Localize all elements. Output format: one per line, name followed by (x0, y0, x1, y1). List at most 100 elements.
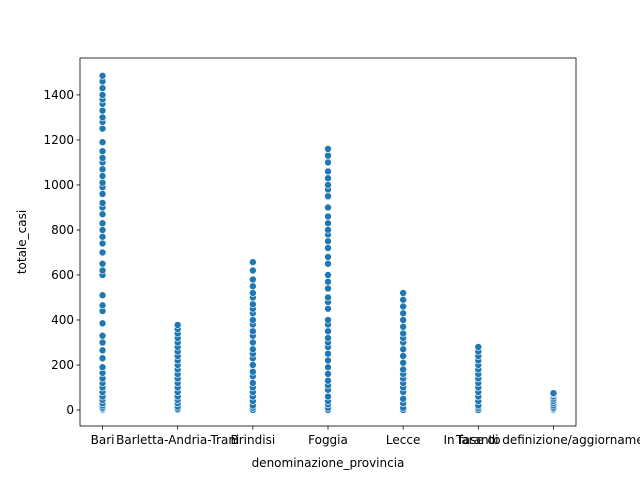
point (98, 178, 107, 187)
point (98, 239, 107, 248)
point (474, 343, 483, 351)
point (324, 203, 332, 212)
point (98, 354, 107, 363)
point (324, 212, 332, 221)
point (399, 358, 407, 367)
point (399, 309, 407, 318)
point (324, 284, 332, 293)
point (324, 334, 332, 342)
point (324, 219, 332, 228)
x-tick-label: Brindisi (231, 433, 276, 447)
point (98, 138, 107, 146)
point (324, 277, 332, 286)
point (98, 319, 107, 328)
point (324, 392, 332, 401)
x-axis-label: denominazione_provincia (252, 456, 405, 470)
point (249, 289, 257, 297)
point (98, 331, 107, 340)
y-axis-label: totale_casi (15, 210, 29, 274)
y-tick-label: 1200 (43, 133, 74, 147)
point (549, 389, 558, 397)
point (399, 302, 407, 311)
point (249, 300, 257, 309)
point (249, 316, 257, 324)
point (249, 258, 257, 266)
point (98, 346, 107, 355)
point (324, 192, 332, 200)
point (98, 199, 107, 207)
point (324, 174, 332, 182)
point (98, 190, 107, 198)
x-tick-label: In fase di definizione/aggiornamento (443, 433, 640, 447)
point (173, 321, 182, 329)
point (98, 147, 107, 155)
y-tick-label: 800 (51, 223, 74, 237)
point (98, 172, 107, 180)
y-tick-label: 200 (51, 358, 74, 372)
y-tick-label: 0 (66, 403, 74, 417)
x-tick-label: Taranto (455, 433, 501, 447)
point (98, 113, 107, 122)
point (98, 124, 107, 133)
point (98, 232, 107, 241)
point (324, 181, 332, 189)
point (249, 282, 257, 291)
point (98, 154, 107, 162)
point (249, 345, 257, 354)
point (249, 327, 257, 336)
point (324, 370, 332, 378)
point (324, 244, 332, 252)
point (324, 237, 332, 246)
point (324, 376, 332, 385)
point (98, 106, 107, 115)
point (98, 266, 107, 275)
point (249, 266, 257, 275)
point (98, 291, 107, 300)
point (324, 349, 332, 358)
point (98, 363, 107, 372)
point (324, 363, 332, 372)
point (324, 253, 332, 261)
y-tick-label: 400 (51, 313, 74, 327)
point (98, 219, 107, 228)
point (249, 361, 257, 369)
point (98, 301, 107, 310)
point (98, 248, 107, 257)
x-tick-label: Barletta-Andria-Trani (116, 433, 239, 447)
point (98, 84, 107, 92)
point (399, 394, 407, 403)
point (98, 71, 107, 80)
point (324, 226, 332, 234)
point (98, 338, 107, 347)
point (324, 327, 332, 336)
point (98, 226, 107, 234)
point (399, 365, 407, 374)
point (399, 329, 407, 338)
point (249, 275, 257, 284)
point (324, 145, 332, 153)
y-tick-label: 1400 (43, 88, 74, 102)
point (324, 151, 332, 160)
point (324, 356, 332, 365)
point (324, 316, 332, 324)
point (399, 316, 407, 324)
point (249, 367, 257, 376)
point (249, 379, 257, 387)
y-tick-label: 1000 (43, 178, 74, 192)
x-tick-label: Foggia (308, 433, 348, 447)
point (324, 259, 332, 268)
point (399, 295, 407, 304)
point (324, 167, 332, 176)
point (98, 165, 107, 173)
y-tick-label: 600 (51, 268, 74, 282)
point (249, 338, 257, 347)
point (98, 259, 107, 268)
point (399, 345, 407, 354)
point (324, 271, 332, 279)
point (399, 322, 407, 331)
point (98, 91, 107, 99)
point (324, 293, 332, 302)
x-tick-label: Bari (91, 433, 115, 447)
